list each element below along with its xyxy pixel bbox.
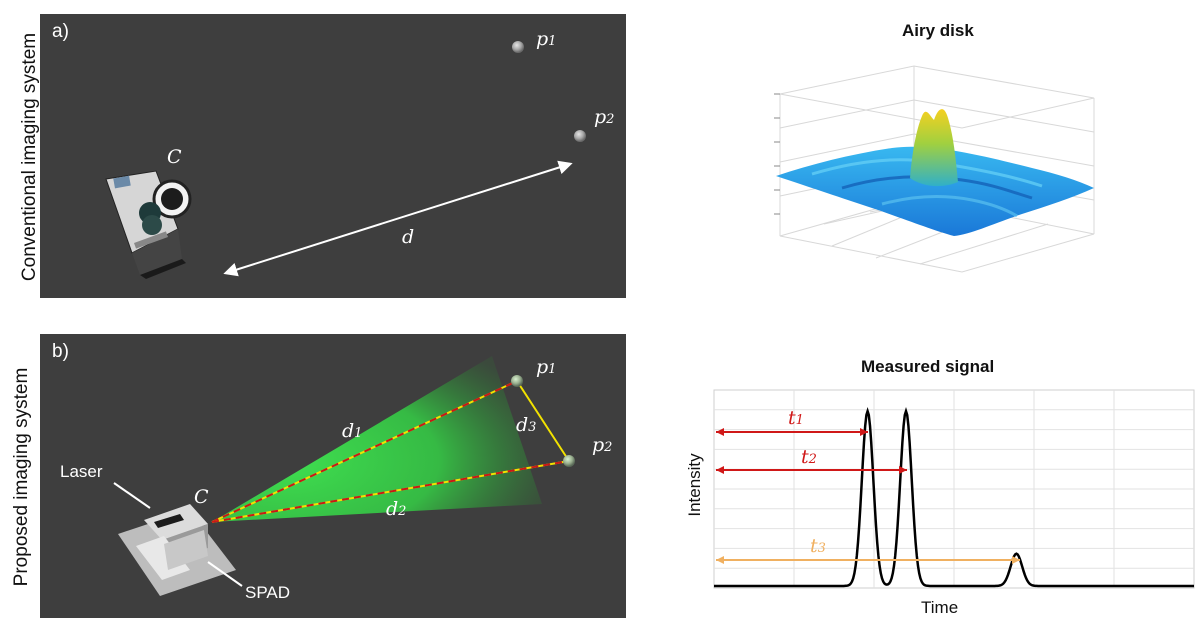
panel-a-side-label: Conventional imaging system	[19, 32, 40, 282]
point-p2	[563, 455, 575, 467]
panel-b-letter: b)	[52, 341, 69, 362]
panel-a-letter: a)	[52, 21, 69, 42]
camera-icon	[105, 170, 192, 279]
device-icon	[118, 504, 236, 596]
signal-title: Measured signal	[861, 357, 995, 376]
sensor-label: C	[194, 486, 209, 508]
panel-a: a) C d p1	[40, 14, 626, 298]
distance-label: d	[402, 226, 415, 248]
path-d1-red	[211, 380, 518, 523]
airy-plot	[774, 65, 1095, 273]
point-p1	[512, 41, 524, 53]
point-p2	[574, 130, 586, 142]
laser-callout	[113, 482, 151, 509]
t2-label: t2	[801, 446, 817, 468]
point-p1-label: p1	[536, 356, 557, 378]
distance-d1-label: d1	[342, 420, 363, 442]
laser-beam	[212, 356, 542, 522]
point-p1-label: p1	[536, 28, 557, 50]
laser-label: Laser	[60, 462, 103, 481]
signal-plot	[713, 389, 1195, 589]
spad-label: SPAD	[245, 583, 291, 602]
path-d2-red	[211, 460, 570, 523]
signal-ylabel: Intensity	[685, 453, 704, 517]
point-p1	[511, 375, 523, 387]
distance-d3-label: d3	[516, 414, 537, 436]
airy-title: Airy disk	[902, 21, 974, 40]
signal-grid	[714, 390, 1194, 588]
distance-arrow	[223, 160, 573, 277]
panel-b: b)	[40, 334, 626, 618]
camera-label: C	[167, 146, 182, 168]
panel-b-side-label: Proposed imaging system	[11, 367, 32, 587]
signal-xlabel: Time	[921, 598, 959, 617]
t3-label: t3	[810, 535, 826, 557]
airy-central-peak	[910, 109, 958, 187]
point-p2-label: p2	[592, 434, 613, 456]
signal-line	[714, 407, 1194, 588]
point-p2-label: p2	[594, 106, 615, 128]
spad-callout	[207, 561, 243, 587]
t1-label: t1	[788, 407, 804, 429]
distance-d2-label: d2	[386, 498, 407, 520]
panel-a-scene	[105, 41, 586, 279]
panel-b-scene	[113, 356, 575, 596]
path-d3	[516, 380, 570, 462]
